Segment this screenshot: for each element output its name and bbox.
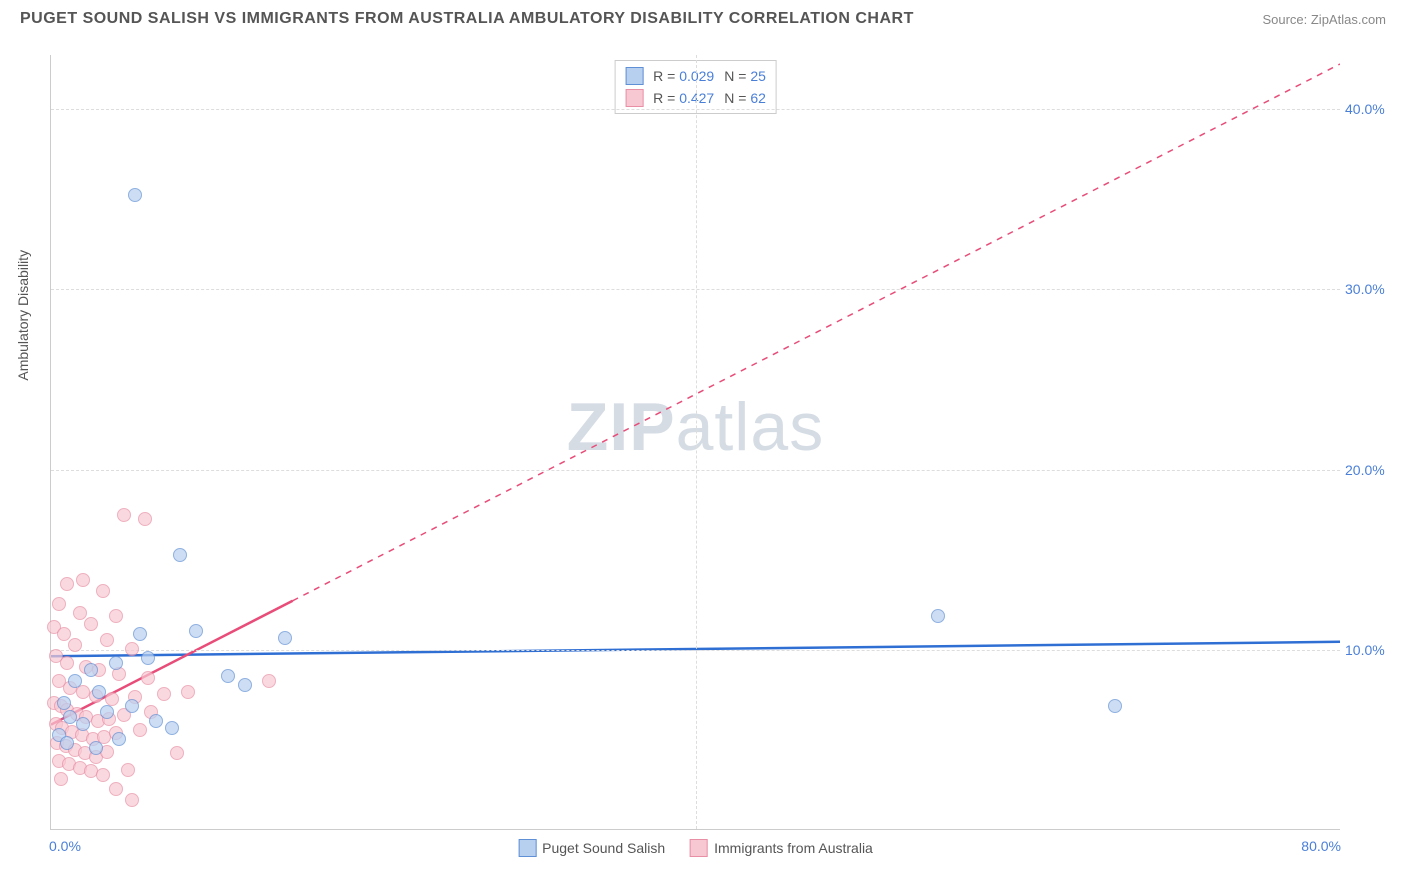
series-legend: Puget Sound Salish Immigrants from Austr… xyxy=(518,839,873,857)
scatter-point-pink xyxy=(57,627,71,641)
scatter-point-blue xyxy=(128,188,142,202)
scatter-point-pink xyxy=(109,782,123,796)
scatter-point-blue xyxy=(278,631,292,645)
scatter-point-blue xyxy=(89,741,103,755)
scatter-point-blue xyxy=(92,685,106,699)
source-label: Source: ZipAtlas.com xyxy=(1262,12,1386,27)
scatter-point-blue xyxy=(931,609,945,623)
scatter-point-pink xyxy=(181,685,195,699)
scatter-point-pink xyxy=(125,642,139,656)
scatter-point-pink xyxy=(138,512,152,526)
scatter-point-blue xyxy=(165,721,179,735)
scatter-point-pink xyxy=(84,617,98,631)
scatter-point-pink xyxy=(109,609,123,623)
scatter-point-pink xyxy=(170,746,184,760)
scatter-point-pink xyxy=(100,633,114,647)
legend-swatch-blue xyxy=(625,67,643,85)
scatter-point-blue xyxy=(133,627,147,641)
scatter-point-pink xyxy=(52,597,66,611)
scatter-point-blue xyxy=(100,705,114,719)
scatter-point-blue xyxy=(221,669,235,683)
scatter-point-pink xyxy=(68,638,82,652)
y-tick-label: 40.0% xyxy=(1345,101,1400,117)
scatter-point-pink xyxy=(157,687,171,701)
scatter-point-blue xyxy=(238,678,252,692)
legend-swatch-blue-icon xyxy=(518,839,536,857)
scatter-point-pink xyxy=(121,763,135,777)
x-tick-label: 80.0% xyxy=(1301,838,1341,854)
n-value-pink: 62 xyxy=(750,90,766,106)
legend-swatch-pink xyxy=(625,89,643,107)
scatter-point-blue xyxy=(125,699,139,713)
scatter-point-pink xyxy=(73,606,87,620)
scatter-point-blue xyxy=(84,663,98,677)
series-legend-item-pink: Immigrants from Australia xyxy=(690,839,873,857)
scatter-point-pink xyxy=(133,723,147,737)
gridline-vertical xyxy=(696,55,697,829)
scatter-point-blue xyxy=(141,651,155,665)
series-label-blue: Puget Sound Salish xyxy=(542,840,665,856)
scatter-point-blue xyxy=(57,696,71,710)
scatter-point-pink xyxy=(117,508,131,522)
scatter-point-blue xyxy=(109,656,123,670)
scatter-point-blue xyxy=(149,714,163,728)
scatter-point-pink xyxy=(96,584,110,598)
scatter-point-pink xyxy=(60,577,74,591)
scatter-point-pink xyxy=(262,674,276,688)
scatter-point-blue xyxy=(173,548,187,562)
scatter-point-pink xyxy=(96,768,110,782)
chart-title: PUGET SOUND SALISH VS IMMIGRANTS FROM AU… xyxy=(20,10,914,28)
scatter-point-blue xyxy=(112,732,126,746)
scatter-point-blue xyxy=(189,624,203,638)
scatter-point-blue xyxy=(63,710,77,724)
scatter-point-blue xyxy=(60,736,74,750)
scatter-point-pink xyxy=(125,793,139,807)
x-tick-label: 0.0% xyxy=(49,838,81,854)
scatter-point-pink xyxy=(141,671,155,685)
scatter-point-pink xyxy=(76,573,90,587)
y-tick-label: 20.0% xyxy=(1345,462,1400,478)
chart-plot-area: ZIPatlas R = 0.029 N = 25 R = 0.427 N = … xyxy=(50,55,1340,830)
y-tick-label: 30.0% xyxy=(1345,281,1400,297)
scatter-point-blue xyxy=(76,717,90,731)
series-legend-item-blue: Puget Sound Salish xyxy=(518,839,665,857)
scatter-point-blue xyxy=(1108,699,1122,713)
n-value-blue: 25 xyxy=(750,68,766,84)
scatter-point-blue xyxy=(68,674,82,688)
scatter-point-pink xyxy=(60,656,74,670)
y-tick-label: 10.0% xyxy=(1345,642,1400,658)
scatter-point-pink xyxy=(54,772,68,786)
y-axis-label: Ambulatory Disability xyxy=(15,250,31,381)
series-label-pink: Immigrants from Australia xyxy=(714,840,873,856)
legend-swatch-pink-icon xyxy=(690,839,708,857)
